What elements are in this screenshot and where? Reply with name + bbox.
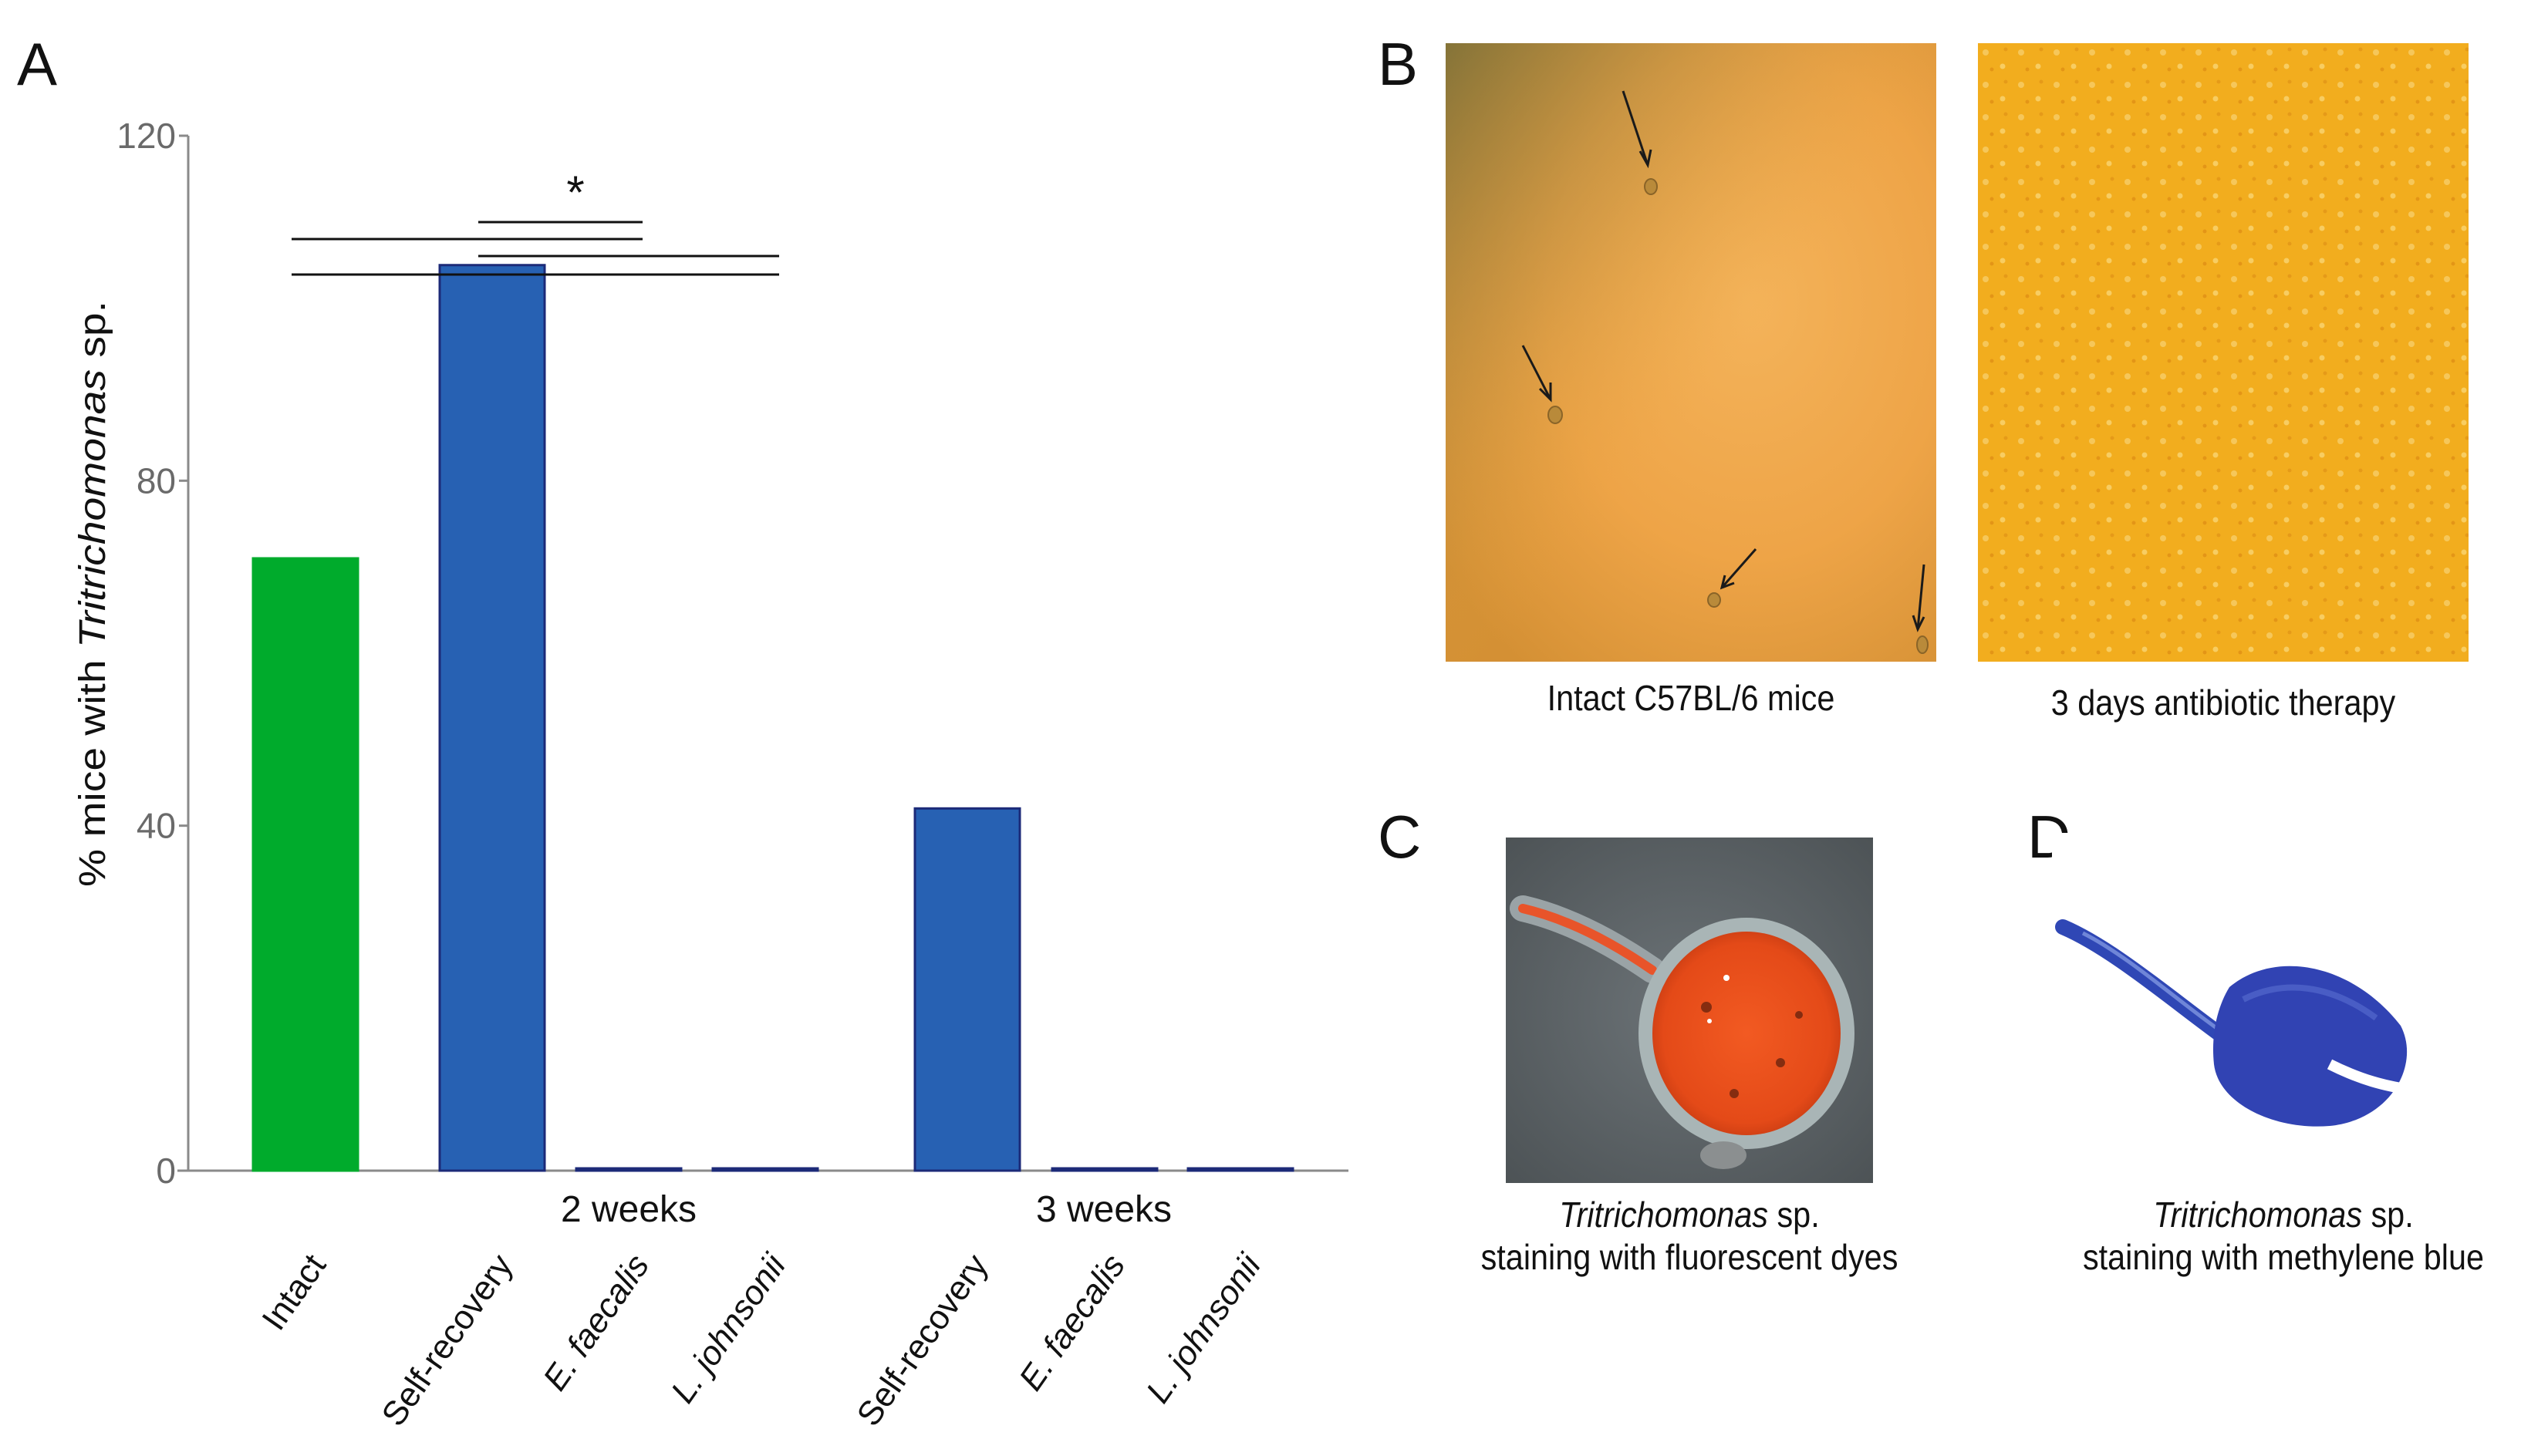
category-label: Self-recovery xyxy=(374,1248,520,1433)
micrograph-fluorescent xyxy=(1506,838,1873,1183)
caption-antibiotic: 3 days antibiotic therapy xyxy=(2050,682,2396,723)
bar xyxy=(1186,1167,1294,1172)
bar xyxy=(575,1167,683,1172)
bar xyxy=(438,264,546,1172)
y-tick-label: 80 xyxy=(137,460,176,501)
group-label: 2 weeks xyxy=(561,1189,697,1230)
micrograph-methylene-blue xyxy=(2052,833,2438,1157)
caption-intact: Intact C57BL/6 mice xyxy=(1547,678,1835,718)
panel-label-b: B xyxy=(1378,30,1419,98)
category-label: E. faecalis xyxy=(1012,1248,1133,1397)
y-tick-label: 0 xyxy=(156,1151,176,1191)
caption-fluorescent: Tritrichomonas sp. staining with fluores… xyxy=(1480,1195,1898,1278)
category-label: Intact xyxy=(255,1248,333,1337)
bars xyxy=(251,264,1294,1172)
panel-label-a: A xyxy=(17,30,58,98)
bar xyxy=(251,557,359,1172)
category-label: E. faecalis xyxy=(536,1248,657,1397)
bar xyxy=(1051,1167,1159,1172)
y-axis-label: % mice with Tritrichomonas sp. xyxy=(73,301,113,887)
significance-star: * xyxy=(566,167,584,218)
micrograph-intact xyxy=(1446,43,1936,662)
panel-label-c: C xyxy=(1378,803,1422,871)
category-label: Self-recovery xyxy=(849,1248,995,1433)
category-label: L. johnsonii xyxy=(1139,1247,1269,1410)
bar xyxy=(913,807,1021,1172)
y-axis-ticks: 0 40 80 120 xyxy=(116,116,188,1191)
group-label: 3 weeks xyxy=(1036,1189,1172,1230)
micrograph-antibiotic xyxy=(1978,43,2469,662)
bar xyxy=(711,1167,819,1172)
category-label: L. johnsonii xyxy=(663,1247,794,1410)
group-labels: 2 weeks 3 weeks xyxy=(561,1189,1172,1230)
category-labels: Intact Self-recovery E. faecalis L. johnson… xyxy=(255,1247,1269,1433)
y-tick-label: 120 xyxy=(116,116,176,156)
y-tick-label: 40 xyxy=(137,806,176,846)
significance-brackets: * xyxy=(292,167,779,276)
caption-methylene-blue: Tritrichomonas sp. staining with methyle… xyxy=(2082,1195,2485,1278)
